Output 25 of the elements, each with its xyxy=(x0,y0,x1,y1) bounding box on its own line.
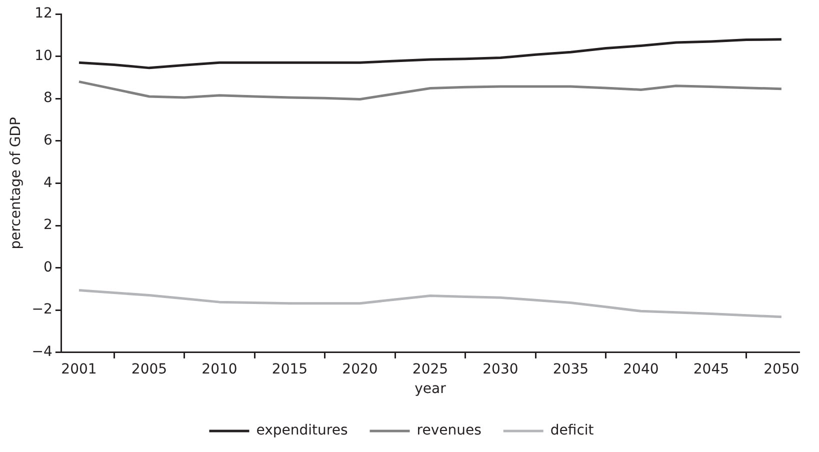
legend-label: expenditures xyxy=(256,422,348,439)
x-tick-label: 2005 xyxy=(131,361,168,378)
y-tick-label: 4 xyxy=(44,174,53,191)
x-tick-label: 2010 xyxy=(202,361,238,378)
legend-label: revenues xyxy=(416,422,482,439)
x-tick-label: 2035 xyxy=(552,361,589,378)
y-axis-title: percentage of GDP xyxy=(8,117,24,250)
y-tick-label: 10 xyxy=(34,48,52,64)
x-tick-label: 2040 xyxy=(623,361,659,378)
x-axis-title: year xyxy=(414,381,446,398)
y-tick-label: −2 xyxy=(32,302,52,318)
x-tick-label: 2025 xyxy=(412,361,448,378)
x-tick-label: 2030 xyxy=(482,361,518,378)
x-tick-label: 2020 xyxy=(342,361,378,378)
x-tick-label: 2045 xyxy=(693,361,730,378)
legend-label: deficit xyxy=(550,422,594,439)
x-tick-label: 2015 xyxy=(272,361,308,378)
y-tick-label: 8 xyxy=(44,90,52,106)
y-tick-label: −4 xyxy=(32,344,53,360)
y-tick-label: 0 xyxy=(44,259,52,276)
x-tick-label: 2050 xyxy=(764,361,800,378)
y-tick-label: 12 xyxy=(34,6,52,22)
x-tick-label: 2001 xyxy=(61,361,97,378)
y-tick-label: 2 xyxy=(44,217,52,234)
y-tick-label: 6 xyxy=(44,132,53,149)
